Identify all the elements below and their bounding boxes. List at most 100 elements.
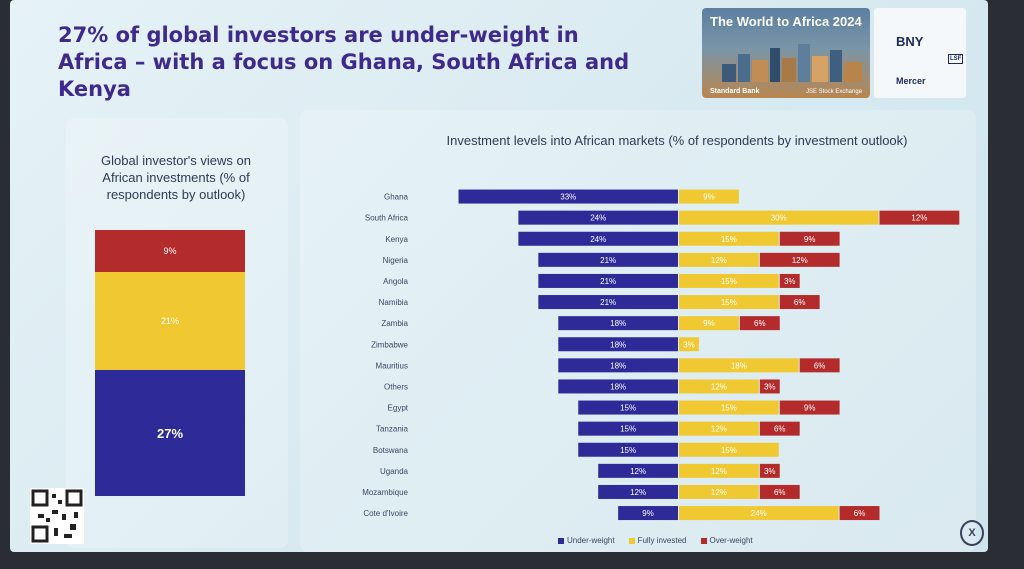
qr-code[interactable]	[30, 488, 84, 544]
legend-label: Under-weight	[567, 536, 615, 545]
bar-fully-invested	[679, 231, 779, 246]
bar-under-weight	[538, 295, 678, 310]
bar-fully-invested	[679, 273, 779, 288]
bar-value-label: 21%	[600, 256, 616, 265]
bar-fully-invested	[679, 252, 759, 267]
bar-value-label: 21%	[600, 298, 616, 307]
bar-under-weight	[538, 273, 678, 288]
bar-over-weight	[779, 273, 800, 288]
category-label: Others	[384, 382, 408, 391]
bar-fully-invested	[679, 210, 879, 225]
bar-fully-invested	[679, 484, 759, 499]
bar-value-label: 3%	[764, 382, 776, 391]
bar-under-weight	[518, 231, 678, 246]
bar-under-weight	[618, 506, 678, 521]
bar-value-label: 12%	[711, 425, 727, 434]
category-label: Botswana	[373, 446, 409, 455]
stacked-bar-chart: 27% 21% 9%	[95, 230, 245, 496]
bar-fully-invested	[679, 358, 799, 373]
diverging-bar-chart: Ghana 33% 9% South Africa 24% 30% 12% Kenya 24% 1…	[362, 189, 960, 521]
bar-fully-invested	[679, 337, 699, 352]
legend-swatch	[628, 537, 635, 544]
stacked-chart-title: Global investor's views on African inves…	[101, 153, 251, 202]
bar-value-label: 15%	[721, 446, 737, 455]
legend-swatch	[558, 537, 564, 544]
bar-value-label: 6%	[774, 425, 786, 434]
chart-legend: Under-weight Fully invested Over-weight	[558, 536, 753, 545]
stack-segment-label: 21%	[160, 316, 179, 326]
bar-over-weight	[759, 252, 840, 267]
bar-value-label: 24%	[751, 509, 767, 518]
bar-chart-title: Investment levels into African markets (…	[446, 133, 908, 148]
bar-value-label: 12%	[792, 256, 808, 265]
bar-under-weight	[458, 189, 678, 204]
legend-item-fully-invested: Fully invested	[628, 536, 687, 545]
lsf-logo: LSF	[948, 54, 964, 64]
stack-segment-label: 9%	[163, 246, 177, 256]
bar-over-weight	[759, 463, 780, 478]
bar-value-label: 15%	[620, 425, 636, 434]
bar-value-label: 9%	[703, 319, 715, 328]
bar-value-label: 6%	[754, 319, 766, 328]
bar-value-label: 12%	[911, 214, 927, 223]
event-logo-title: The World to Africa 2024	[710, 14, 862, 29]
bar-over-weight	[779, 295, 820, 310]
bar-over-weight	[779, 400, 840, 415]
mercer-logo: Mercer	[896, 76, 926, 86]
bar-value-label: 3%	[683, 340, 695, 349]
bar-value-label: 15%	[620, 404, 636, 413]
bar-over-weight	[779, 231, 840, 246]
bar-over-weight	[839, 506, 880, 521]
bar-under-weight	[598, 463, 678, 478]
presentation-slide: 27% of global investors are under-weight…	[10, 0, 988, 552]
bar-value-label: 12%	[630, 467, 646, 476]
category-label: Cote d'Ivoire	[363, 509, 408, 518]
bar-under-weight	[558, 358, 678, 373]
bar-value-label: 15%	[721, 298, 737, 307]
bar-under-weight	[598, 484, 678, 499]
bar-value-label: 9%	[703, 193, 715, 202]
bar-value-label: 6%	[774, 488, 786, 497]
bar-under-weight	[578, 400, 678, 415]
bar-under-weight	[558, 316, 678, 331]
bar-value-label: 9%	[804, 404, 816, 413]
bar-over-weight	[759, 484, 800, 499]
legend-swatch	[700, 537, 707, 544]
right-chart-panel	[300, 110, 976, 552]
bar-value-label: 12%	[711, 467, 727, 476]
legend-item-over-weight: Over-weight	[700, 536, 753, 545]
category-label: Tanzania	[376, 425, 409, 434]
standard-bank-logo: Standard Bank	[710, 88, 760, 95]
bar-value-label: 18%	[731, 361, 747, 370]
bar-value-label: 12%	[711, 382, 727, 391]
bar-value-label: 18%	[610, 361, 626, 370]
bar-value-label: 6%	[814, 361, 826, 370]
bar-value-label: 33%	[560, 193, 576, 202]
bar-value-label: 12%	[711, 256, 727, 265]
bar-under-weight	[538, 252, 678, 267]
bar-value-label: 6%	[854, 509, 866, 518]
bar-over-weight	[739, 316, 780, 331]
bar-value-label: 21%	[600, 277, 616, 286]
event-mark-icon: X	[960, 520, 984, 546]
category-label: Namibia	[379, 298, 409, 307]
bar-value-label: 15%	[721, 235, 737, 244]
bar-over-weight	[879, 210, 960, 225]
bar-value-label: 15%	[620, 446, 636, 455]
bar-value-label: 24%	[590, 214, 606, 223]
stack-segment-under-weight: 27%	[95, 370, 245, 496]
bar-fully-invested	[679, 442, 779, 457]
bar-fully-invested	[679, 189, 739, 204]
bar-value-label: 9%	[642, 509, 654, 518]
category-label: Zambia	[381, 319, 408, 328]
event-logo: The World to Africa 2024 Standard Bank J…	[702, 8, 870, 98]
bar-value-label: 18%	[610, 340, 626, 349]
bar-under-weight	[578, 421, 678, 436]
bar-value-label: 30%	[771, 214, 787, 223]
bar-under-weight	[578, 442, 678, 457]
bar-fully-invested	[679, 463, 759, 478]
bar-value-label: 3%	[764, 467, 776, 476]
bar-fully-invested	[679, 400, 779, 415]
stack-segment-fully-invested: 21%	[95, 272, 245, 370]
partner-logos: BNY Mercer LSF	[874, 8, 966, 98]
